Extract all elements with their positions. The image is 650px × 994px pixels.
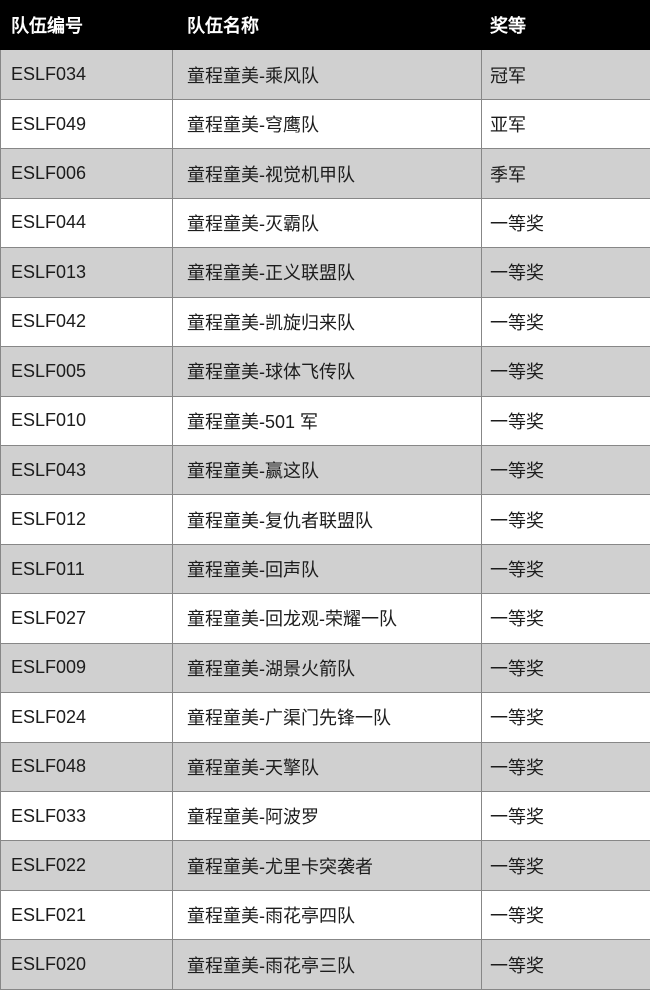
team-name-cell: 童程童美-回声队 [172,543,482,595]
team-name-cell: 童程童美-雨花亭三队 [172,939,482,990]
team-id-cell: ESLF044 [0,197,173,249]
team-name-cell: 童程童美-复仇者联盟队 [172,494,482,545]
award-cell: 亚军 [481,98,650,150]
team-id-cell: ESLF034 [0,49,173,100]
team-id-cell: ESLF022 [0,840,173,891]
table-row: ESLF013 童程童美-正义联盟队 一等奖 [0,247,650,298]
award-cell: 一等奖 [481,346,650,397]
table-row: ESLF042 童程童美-凯旋归来队 一等奖 [0,296,650,348]
award-cell: 季军 [481,148,650,199]
team-name-cell: 童程童美-雨花亭四队 [172,889,482,941]
award-cell: 一等奖 [481,247,650,298]
award-cell: 一等奖 [481,494,650,545]
table-row: ESLF011 童程童美-回声队 一等奖 [0,543,650,595]
award-cell: 一等奖 [481,444,650,496]
team-name-cell: 童程童美-天擎队 [172,741,482,793]
team-name-cell: 童程童美-广渠门先锋一队 [172,692,482,743]
team-id-cell: ESLF049 [0,98,173,150]
team-id-cell: ESLF043 [0,444,173,496]
team-name-cell: 童程童美-乘风队 [172,49,482,100]
team-name-cell: 童程童美-球体飞传队 [172,346,482,397]
team-name-cell: 童程童美-尤里卡突袭者 [172,840,482,891]
team-name-cell: 童程童美-灭霸队 [172,197,482,249]
team-id-cell: ESLF009 [0,642,173,694]
table-row: ESLF048 童程童美-天擎队 一等奖 [0,741,650,793]
table-row: ESLF033 童程童美-阿波罗 一等奖 [0,790,650,842]
team-id-cell: ESLF042 [0,296,173,348]
table-row: ESLF009 童程童美-湖景火箭队 一等奖 [0,642,650,694]
award-cell: 一等奖 [481,840,650,891]
award-cell: 一等奖 [481,889,650,941]
table-row: ESLF044 童程童美-灭霸队 一等奖 [0,197,650,249]
table-row: ESLF049 童程童美-穹鹰队 亚军 [0,98,650,150]
table-row: ESLF034 童程童美-乘风队 冠军 [0,49,650,100]
award-cell: 一等奖 [481,939,650,990]
table-row: ESLF027 童程童美-回龙观-荣耀一队 一等奖 [0,593,650,644]
team-id-cell: ESLF006 [0,148,173,199]
team-id-cell: ESLF013 [0,247,173,298]
award-cell: 冠军 [481,49,650,100]
award-cell: 一等奖 [481,197,650,249]
table-row: ESLF006 童程童美-视觉机甲队 季军 [0,148,650,199]
team-id-cell: ESLF012 [0,494,173,545]
table-row: ESLF024 童程童美-广渠门先锋一队 一等奖 [0,692,650,743]
table-row: ESLF010 童程童美-501 军 一等奖 [0,395,650,446]
award-cell: 一等奖 [481,543,650,595]
award-cell: 一等奖 [481,692,650,743]
team-id-cell: ESLF048 [0,741,173,793]
table-row: ESLF043 童程童美-赢这队 一等奖 [0,444,650,496]
header-team-name: 队伍名称 [172,0,482,51]
team-id-cell: ESLF005 [0,346,173,397]
table-row: ESLF022 童程童美-尤里卡突袭者 一等奖 [0,840,650,891]
team-name-cell: 童程童美-视觉机甲队 [172,148,482,199]
award-cell: 一等奖 [481,741,650,793]
team-id-cell: ESLF033 [0,790,173,842]
team-id-cell: ESLF027 [0,593,173,644]
team-name-cell: 童程童美-501 军 [172,395,482,446]
award-cell: 一等奖 [481,642,650,694]
header-award: 奖等 [481,0,650,51]
award-cell: 一等奖 [481,296,650,348]
team-id-cell: ESLF021 [0,889,173,941]
table-row: ESLF012 童程童美-复仇者联盟队 一等奖 [0,494,650,545]
table-row: ESLF005 童程童美-球体飞传队 一等奖 [0,346,650,397]
team-name-cell: 童程童美-回龙观-荣耀一队 [172,593,482,644]
header-row: 队伍编号 队伍名称 奖等 [0,0,650,51]
team-id-cell: ESLF010 [0,395,173,446]
team-id-cell: ESLF011 [0,543,173,595]
award-cell: 一等奖 [481,593,650,644]
team-id-cell: ESLF024 [0,692,173,743]
team-name-cell: 童程童美-阿波罗 [172,790,482,842]
award-cell: 一等奖 [481,395,650,446]
team-name-cell: 童程童美-凯旋归来队 [172,296,482,348]
team-name-cell: 童程童美-正义联盟队 [172,247,482,298]
award-cell: 一等奖 [481,790,650,842]
table-row: ESLF021 童程童美-雨花亭四队 一等奖 [0,889,650,941]
team-name-cell: 童程童美-湖景火箭队 [172,642,482,694]
table-row: ESLF020 童程童美-雨花亭三队 一等奖 [0,939,650,990]
header-team-id: 队伍编号 [0,0,173,51]
team-id-cell: ESLF020 [0,939,173,990]
team-name-cell: 童程童美-赢这队 [172,444,482,496]
team-name-cell: 童程童美-穹鹰队 [172,98,482,150]
